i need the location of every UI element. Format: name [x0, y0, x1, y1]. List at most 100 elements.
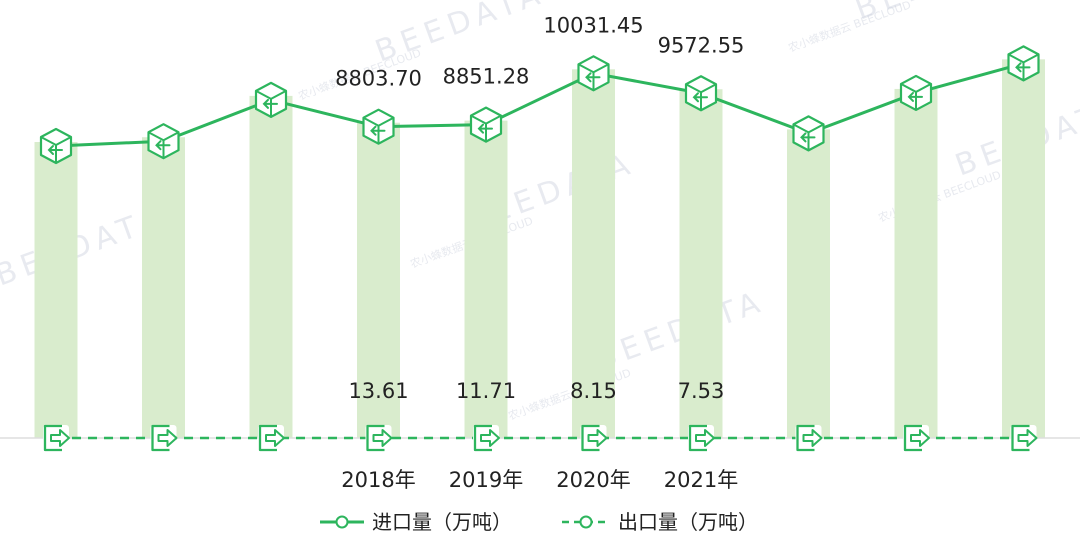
arrow-in-glyph	[262, 98, 278, 109]
box-edges	[148, 131, 179, 159]
marker-layer	[39, 45, 1040, 452]
arrow-out-glyph	[480, 429, 500, 447]
arrow-in-glyph	[585, 72, 601, 83]
door-arrow-out-icon	[903, 424, 930, 452]
arrow-out-glyph	[372, 429, 393, 447]
import-bar	[357, 122, 400, 439]
door-frame	[903, 424, 922, 452]
legend: 进口量（万吨） 出口量（万吨）	[320, 510, 758, 534]
legend-label-export: 出口量（万吨）	[618, 510, 758, 534]
import-value-label: 8851.28	[443, 65, 530, 89]
import-bar	[249, 95, 293, 438]
export-value-label: 11.71	[456, 379, 516, 403]
door-bg	[258, 425, 284, 451]
arrow-out-glyph	[910, 429, 930, 447]
import-bar	[679, 89, 723, 438]
box-arrow-in-icon	[1007, 45, 1040, 82]
x-tick-label: 2019年	[449, 468, 523, 492]
arrow-in-glyph	[1015, 62, 1031, 73]
door-arrow-out-icon	[258, 424, 285, 452]
door-frame	[151, 424, 170, 452]
arrow-out-glyph	[1017, 429, 1038, 447]
door-arrow-out-icon	[43, 424, 70, 452]
box-edges	[900, 83, 932, 110]
door-frame	[581, 424, 600, 452]
arrow-in-glyph	[800, 132, 816, 143]
door-frame	[796, 424, 815, 452]
arrow-in-glyph	[155, 140, 171, 151]
import-bar	[464, 120, 508, 438]
door-bg	[903, 425, 929, 451]
door-frame	[43, 424, 62, 452]
export-value-label: 8.15	[570, 379, 617, 403]
export-value-label: 13.61	[348, 379, 408, 403]
legend-item-export: 出口量（万吨）	[562, 510, 758, 534]
arrow-in-glyph	[370, 125, 386, 136]
legend-marker-import	[335, 515, 349, 529]
import-bar	[572, 69, 615, 438]
door-arrow-out-icon	[150, 424, 178, 452]
arrow-in-glyph	[907, 91, 923, 102]
import-bar	[142, 137, 185, 438]
import-value-label: 9572.55	[658, 33, 745, 57]
arrow-out-glyph	[695, 429, 715, 447]
door-arrow-out-icon	[688, 424, 715, 452]
box-arrow-in-icon	[899, 74, 933, 112]
line-layer	[55, 61, 1024, 440]
tick-layer: 2018年 2019年 2020年 2021年	[341, 468, 738, 492]
export-value-label: 7.53	[678, 379, 725, 403]
arrow-in-glyph	[47, 145, 63, 155]
door-bg	[1010, 425, 1037, 451]
legend-marker-export	[579, 515, 593, 529]
x-tick-label: 2020年	[556, 468, 630, 492]
arrow-out-glyph	[50, 429, 70, 447]
door-arrow-out-icon	[1010, 424, 1038, 452]
box-edges	[255, 90, 287, 117]
box-edges	[685, 83, 717, 111]
door-frame	[258, 424, 277, 452]
arrow-in-glyph	[477, 123, 493, 134]
label-layer: 8803.70 8851.28 10031.45 9572.55 13.61 11.71 8…	[335, 13, 744, 403]
import-value-label: 10031.45	[543, 13, 643, 37]
door-frame	[1011, 424, 1030, 452]
box-edges	[40, 136, 72, 163]
arrow-out-glyph	[157, 429, 178, 447]
door-frame	[688, 424, 707, 452]
box-arrow-in-icon	[792, 115, 825, 152]
import-bar	[1002, 59, 1045, 438]
door-arrow-out-icon	[580, 424, 608, 452]
door-arrow-out-icon	[473, 424, 500, 452]
import-bar	[34, 142, 78, 438]
import-bar	[894, 88, 938, 439]
x-tick-label: 2018年	[341, 468, 415, 492]
door-arrow-out-icon	[795, 424, 823, 452]
legend-item-import: 进口量（万吨）	[320, 510, 512, 534]
box-edges	[1008, 53, 1039, 81]
arrow-out-glyph	[265, 429, 285, 447]
box-arrow-in-icon	[577, 55, 610, 92]
box-arrow-in-icon	[39, 127, 73, 165]
door-bg	[150, 425, 177, 451]
watermark-sub-text: 农小蜂数据云 BEECLOUD	[786, 0, 913, 55]
door-bg	[688, 425, 714, 451]
door-frame	[366, 424, 385, 452]
arrow-in-glyph	[692, 92, 708, 103]
box-edges	[470, 114, 502, 142]
door-arrow-out-icon	[365, 424, 393, 452]
box-arrow-in-icon	[684, 75, 718, 112]
door-bg	[473, 425, 499, 451]
bar-layer	[34, 59, 1045, 439]
door-bg	[580, 425, 607, 451]
box-edges	[363, 116, 394, 144]
import-series-line	[55, 61, 1024, 148]
box-arrow-in-icon	[147, 123, 180, 160]
arrow-out-glyph	[802, 429, 823, 447]
import-value-label: 8803.70	[335, 67, 422, 91]
door-bg	[43, 425, 69, 451]
box-arrow-in-icon	[362, 108, 395, 145]
box-arrow-in-icon	[254, 81, 288, 118]
import-bar	[787, 129, 830, 438]
box-edges	[578, 63, 609, 91]
